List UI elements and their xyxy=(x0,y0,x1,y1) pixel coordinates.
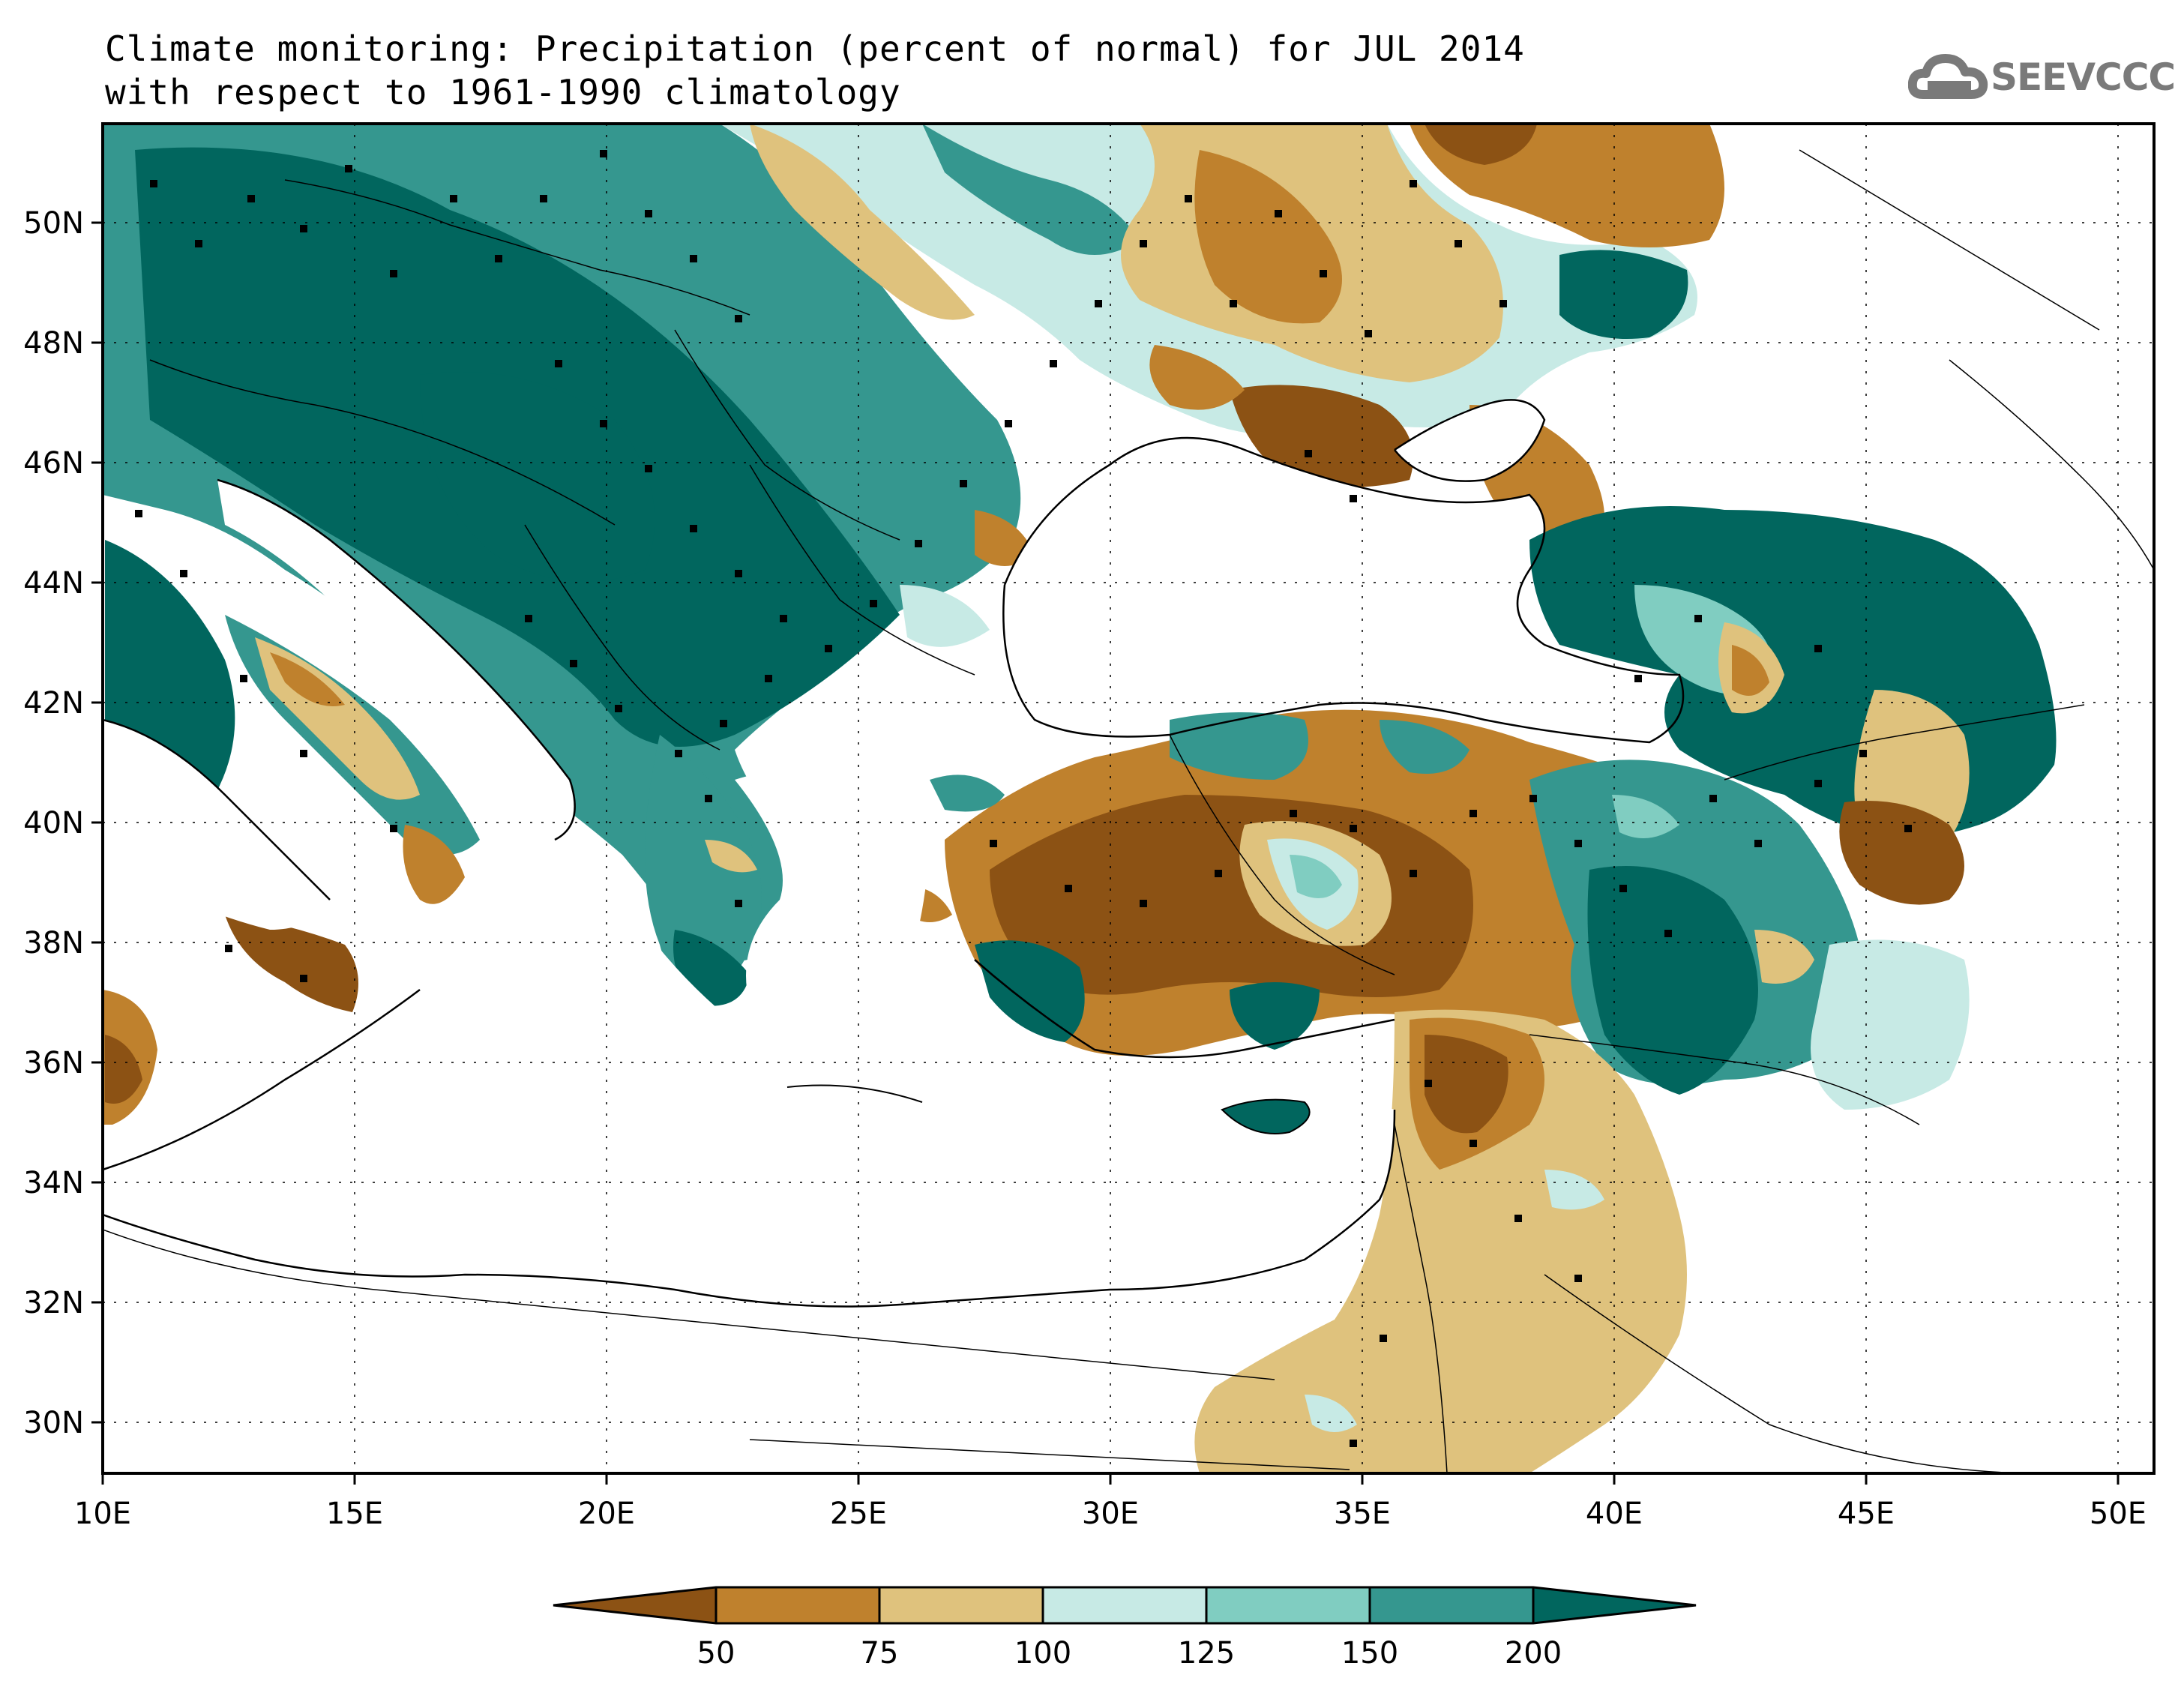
latitude-labels: 30N 32N 34N 36N 38N 40N 42N 44N 46N 48N … xyxy=(23,206,84,1440)
lon-label: 20E xyxy=(578,1497,635,1531)
coastlines xyxy=(103,399,1685,1308)
adriatic-sea xyxy=(217,480,575,840)
colorbar-swatch xyxy=(1206,1587,1370,1623)
graticule xyxy=(103,124,2154,1473)
tick-marks xyxy=(91,221,2120,1485)
colorbar-swatch xyxy=(1370,1587,1533,1623)
lat-label: 38N xyxy=(23,926,84,960)
lat-label: 44N xyxy=(23,566,84,601)
colorbar-swatch xyxy=(1043,1587,1206,1623)
region-east-anatolia xyxy=(1529,760,1970,1110)
region-balkans-europe xyxy=(103,124,1021,1006)
mediterranean-sea xyxy=(103,930,1395,1307)
aegean-sea xyxy=(735,769,930,1038)
cloud-icon xyxy=(1908,54,1988,99)
lat-label: 46N xyxy=(23,446,84,481)
map-title: Climate monitoring: Precipitation (perce… xyxy=(105,27,1525,114)
colorbar: 50 75 100 125 150 200 xyxy=(553,1586,1697,1671)
region-caucasus xyxy=(1529,506,2057,905)
lon-label: 10E xyxy=(74,1497,131,1531)
seevccc-logo: SEEVCCC xyxy=(1908,45,2176,112)
colorbar-swatch xyxy=(879,1587,1043,1623)
logo-text: SEEVCCC xyxy=(1991,55,2176,99)
colorbar-label: 75 xyxy=(861,1636,899,1671)
colorbar-label: 100 xyxy=(1014,1636,1071,1671)
lat-label: 50N xyxy=(23,206,84,241)
region-italy-sicily xyxy=(103,825,922,1125)
lon-label: 25E xyxy=(830,1497,887,1531)
lon-label: 15E xyxy=(326,1497,383,1531)
lon-label: 45E xyxy=(1838,1497,1895,1531)
colorbar-low-arrow xyxy=(553,1587,716,1623)
station-markers xyxy=(135,150,1912,1447)
lon-label: 35E xyxy=(1334,1497,1391,1531)
country-borders xyxy=(103,149,2154,1473)
lat-label: 48N xyxy=(23,326,84,361)
title-line-2: with respect to 1961-1990 climatology xyxy=(105,72,901,112)
tyrrhenian-sea xyxy=(103,720,330,930)
lat-label: 36N xyxy=(23,1046,84,1080)
colorbar-swatch xyxy=(716,1587,879,1623)
lon-label: 30E xyxy=(1082,1497,1139,1531)
lat-label: 42N xyxy=(23,686,84,721)
lon-label: 40E xyxy=(1586,1497,1643,1531)
colorbar-label: 50 xyxy=(697,1636,735,1671)
colorbar-high-arrow xyxy=(1533,1587,1696,1623)
longitude-labels: 10E 15E 20E 25E 30E 35E 40E 45E 50E xyxy=(74,1497,2147,1531)
colorbar-label: 200 xyxy=(1505,1636,1562,1671)
lat-label: 40N xyxy=(23,806,84,841)
cyprus xyxy=(1221,1098,1311,1134)
title-line-1: Climate monitoring: Precipitation (perce… xyxy=(105,28,1525,69)
lat-label: 30N xyxy=(23,1406,84,1440)
lat-label: 34N xyxy=(23,1166,84,1200)
map-field xyxy=(103,124,2154,1473)
black-sea xyxy=(1003,438,1683,742)
colorbar-label: 150 xyxy=(1341,1636,1398,1671)
map-frame xyxy=(101,122,2156,1475)
lon-label: 50E xyxy=(2090,1497,2147,1531)
sea-of-azov xyxy=(1395,400,1544,481)
colorbar-label: 125 xyxy=(1178,1636,1235,1671)
lat-label: 32N xyxy=(23,1286,84,1320)
crete xyxy=(786,1084,923,1103)
